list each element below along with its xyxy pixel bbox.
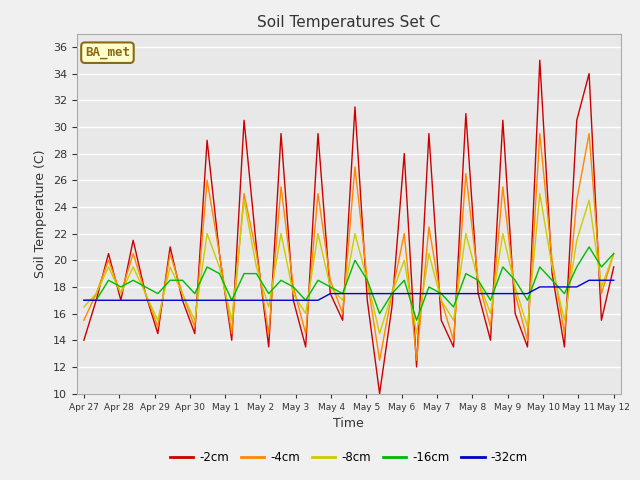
Y-axis label: Soil Temperature (C): Soil Temperature (C) <box>35 149 47 278</box>
Legend: -2cm, -4cm, -8cm, -16cm, -32cm: -2cm, -4cm, -8cm, -16cm, -32cm <box>165 446 532 469</box>
Title: Soil Temperatures Set C: Soil Temperatures Set C <box>257 15 440 30</box>
Text: BA_met: BA_met <box>85 46 130 59</box>
X-axis label: Time: Time <box>333 417 364 430</box>
